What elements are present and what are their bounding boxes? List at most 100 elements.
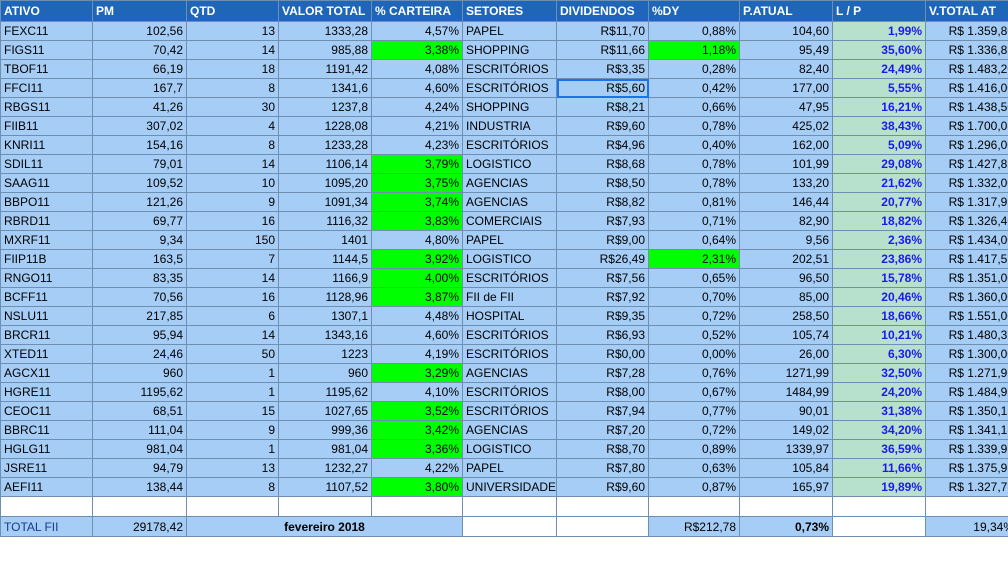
lp-cell[interactable]: 5,55% — [832, 78, 926, 98]
dividendos-cell[interactable]: R$9,60 — [556, 116, 649, 136]
empty-cell[interactable] — [832, 516, 926, 537]
dy-cell[interactable]: 0,40% — [648, 135, 740, 155]
v-total-at-cell[interactable]: R$ 1.317,96 — [925, 192, 1008, 212]
ativo-cell[interactable]: RBGS11 — [0, 97, 93, 117]
lp-cell[interactable]: 24,49% — [832, 59, 926, 79]
qtd-cell[interactable]: 7 — [186, 249, 279, 269]
carteira-cell[interactable]: 4,48% — [371, 306, 463, 326]
pm-cell[interactable]: 41,26 — [92, 97, 187, 117]
setor-cell[interactable]: ESCRITÓRIOS — [462, 78, 557, 98]
qtd-cell[interactable]: 10 — [186, 173, 279, 193]
setor-cell[interactable]: FII de FII — [462, 287, 557, 307]
lp-cell[interactable]: 6,30% — [832, 344, 926, 364]
dy-cell[interactable]: 0,78% — [648, 154, 740, 174]
dividendos-cell[interactable]: R$3,35 — [556, 59, 649, 79]
ativo-cell[interactable]: AEFI11 — [0, 477, 93, 497]
valor-total-cell[interactable]: 1144,5 — [278, 249, 372, 269]
qtd-cell[interactable]: 14 — [186, 154, 279, 174]
lp-cell[interactable]: 23,86% — [832, 249, 926, 269]
valor-total-cell[interactable]: 1116,32 — [278, 211, 372, 231]
p-atual-cell[interactable]: 105,74 — [739, 325, 833, 345]
qtd-cell[interactable]: 13 — [186, 458, 279, 478]
dividendos-cell[interactable]: R$9,60 — [556, 477, 649, 497]
ativo-cell[interactable]: RNGO11 — [0, 268, 93, 288]
setor-cell[interactable]: LOGISTICO — [462, 154, 557, 174]
pm-cell[interactable]: 79,01 — [92, 154, 187, 174]
ativo-cell[interactable]: FEXC11 — [0, 21, 93, 41]
v-total-at-cell[interactable]: R$ 1.341,18 — [925, 420, 1008, 440]
valor-total-cell[interactable]: 1333,28 — [278, 21, 372, 41]
dividendos-cell[interactable]: R$6,93 — [556, 325, 649, 345]
v-total-at-cell[interactable]: R$ 1.360,00 — [925, 287, 1008, 307]
lp-cell[interactable]: 20,46% — [832, 287, 926, 307]
valor-total-cell[interactable]: 985,88 — [278, 40, 372, 60]
ativo-cell[interactable]: HGLG11 — [0, 439, 93, 459]
p-atual-cell[interactable]: 1484,99 — [739, 382, 833, 402]
dividendos-cell[interactable]: R$8,50 — [556, 173, 649, 193]
ativo-cell[interactable]: BRCR11 — [0, 325, 93, 345]
setor-cell[interactable]: ESCRITÓRIOS — [462, 268, 557, 288]
v-total-at-cell[interactable]: R$ 1.483,20 — [925, 59, 1008, 79]
dy-cell[interactable]: 0,52% — [648, 325, 740, 345]
setor-cell[interactable]: AGENCIAS — [462, 363, 557, 383]
lp-cell[interactable]: 35,60% — [832, 40, 926, 60]
lp-cell[interactable]: 32,50% — [832, 363, 926, 383]
v-total-at-cell[interactable]: R$ 1.300,00 — [925, 344, 1008, 364]
p-atual-cell[interactable]: 101,99 — [739, 154, 833, 174]
ativo-cell[interactable]: FIIP11B — [0, 249, 93, 269]
dividendos-cell[interactable]: R$7,20 — [556, 420, 649, 440]
setor-cell[interactable]: PAPEL — [462, 21, 557, 41]
valor-total-cell[interactable]: 1223 — [278, 344, 372, 364]
dy-cell[interactable]: 0,81% — [648, 192, 740, 212]
p-atual-cell[interactable]: 177,00 — [739, 78, 833, 98]
p-atual-cell[interactable]: 104,60 — [739, 21, 833, 41]
carteira-cell[interactable]: 3,80% — [371, 477, 463, 497]
pm-cell[interactable]: 217,85 — [92, 306, 187, 326]
dividendos-cell[interactable]: R$26,49 — [556, 249, 649, 269]
carteira-cell[interactable]: 4,80% — [371, 230, 463, 250]
valor-total-cell[interactable]: 981,04 — [278, 439, 372, 459]
lp-cell[interactable]: 21,62% — [832, 173, 926, 193]
v-total-at-cell[interactable]: R$ 1.417,57 — [925, 249, 1008, 269]
header-setores[interactable]: SETORES — [462, 0, 557, 22]
dy-cell[interactable]: 0,70% — [648, 287, 740, 307]
carteira-cell[interactable]: 3,52% — [371, 401, 463, 421]
p-atual-cell[interactable]: 96,50 — [739, 268, 833, 288]
setor-cell[interactable]: LOGISTICO — [462, 439, 557, 459]
pm-cell[interactable]: 70,56 — [92, 287, 187, 307]
valor-total-cell[interactable]: 1232,27 — [278, 458, 372, 478]
pm-cell[interactable]: 981,04 — [92, 439, 187, 459]
ativo-cell[interactable]: FIIB11 — [0, 116, 93, 136]
dy-cell[interactable]: 0,78% — [648, 116, 740, 136]
header-qtd[interactable]: QTD — [186, 0, 279, 22]
valor-total-cell[interactable]: 1341,6 — [278, 78, 372, 98]
ativo-cell[interactable]: CEOC11 — [0, 401, 93, 421]
valor-total-cell[interactable]: 1343,16 — [278, 325, 372, 345]
empty-cell[interactable] — [371, 496, 463, 517]
carteira-cell[interactable]: 4,08% — [371, 59, 463, 79]
lp-cell[interactable]: 34,20% — [832, 420, 926, 440]
pm-cell[interactable]: 111,04 — [92, 420, 187, 440]
lp-cell[interactable]: 20,77% — [832, 192, 926, 212]
lp-cell[interactable]: 11,66% — [832, 458, 926, 478]
valor-total-cell[interactable]: 1091,34 — [278, 192, 372, 212]
v-total-at-cell[interactable]: R$ 1.296,00 — [925, 135, 1008, 155]
ativo-cell[interactable]: BBRC11 — [0, 420, 93, 440]
pm-cell[interactable]: 94,79 — [92, 458, 187, 478]
pm-cell[interactable]: 68,51 — [92, 401, 187, 421]
qtd-cell[interactable]: 1 — [186, 363, 279, 383]
pm-cell[interactable]: 70,42 — [92, 40, 187, 60]
qtd-cell[interactable]: 8 — [186, 477, 279, 497]
setor-cell[interactable]: ESCRITÓRIOS — [462, 382, 557, 402]
v-total-at-cell[interactable]: R$ 1.416,00 — [925, 78, 1008, 98]
ativo-cell[interactable]: RBRD11 — [0, 211, 93, 231]
carteira-cell[interactable]: 3,42% — [371, 420, 463, 440]
empty-cell[interactable] — [462, 496, 557, 517]
v-total-at-cell[interactable]: R$ 1.551,00 — [925, 306, 1008, 326]
lp-cell[interactable]: 38,43% — [832, 116, 926, 136]
empty-cell[interactable] — [832, 496, 926, 517]
lp-cell[interactable]: 2,36% — [832, 230, 926, 250]
carteira-cell[interactable]: 3,75% — [371, 173, 463, 193]
carteira-cell[interactable]: 4,57% — [371, 21, 463, 41]
lp-cell[interactable]: 18,82% — [832, 211, 926, 231]
